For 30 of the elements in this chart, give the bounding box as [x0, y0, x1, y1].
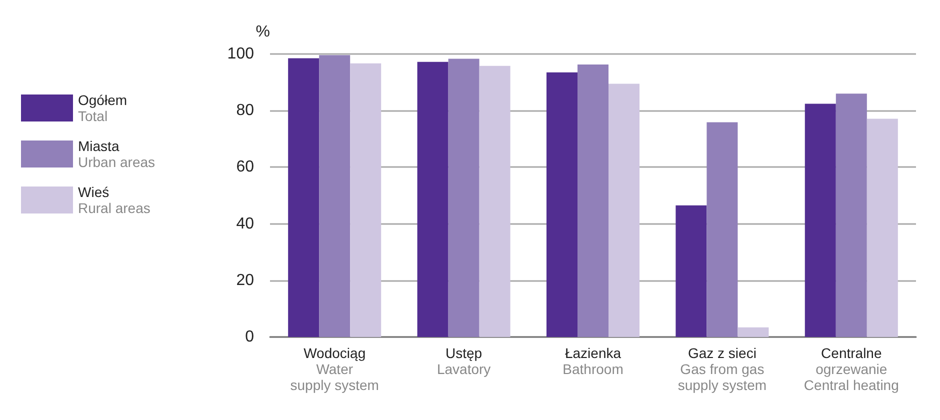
legend-label: Miasta Urban areas: [78, 138, 156, 170]
x-tick-label: Ustęp Lavatory: [436, 345, 491, 377]
bar: [577, 64, 609, 337]
bar: [319, 55, 350, 337]
legend-label: Wieś Rural areas: [78, 184, 150, 216]
bar: [448, 58, 480, 337]
bar: [836, 94, 867, 337]
bar: [546, 72, 578, 337]
y-tick-label: 20: [236, 272, 254, 289]
bar: [350, 63, 382, 337]
x-tick-label: Centralne ogrzewanie Central heating: [804, 345, 899, 393]
bar: [706, 122, 738, 337]
y-tick-label: 0: [245, 328, 254, 346]
bar: [608, 84, 640, 337]
y-tick-label: 60: [236, 158, 254, 176]
bar: [417, 62, 448, 337]
legend-label: Ogółem Total: [78, 92, 128, 124]
x-tick-label: Wodociąg Water supply system: [290, 345, 379, 393]
x-tick-label: Łazienka Bathroom: [562, 345, 624, 377]
y-tick-label: 80: [236, 102, 254, 120]
bar: [676, 205, 707, 337]
bar: [288, 58, 320, 337]
bar: [738, 327, 769, 337]
x-tick-label: Gaz z sieci Gas from gas supply system: [678, 345, 767, 393]
y-tick-label: 100: [227, 46, 254, 62]
bar: [479, 66, 510, 337]
y-tick-label: 40: [236, 215, 254, 232]
y-axis-title: %: [256, 24, 270, 40]
bar: [804, 104, 836, 337]
bar: [866, 118, 898, 337]
